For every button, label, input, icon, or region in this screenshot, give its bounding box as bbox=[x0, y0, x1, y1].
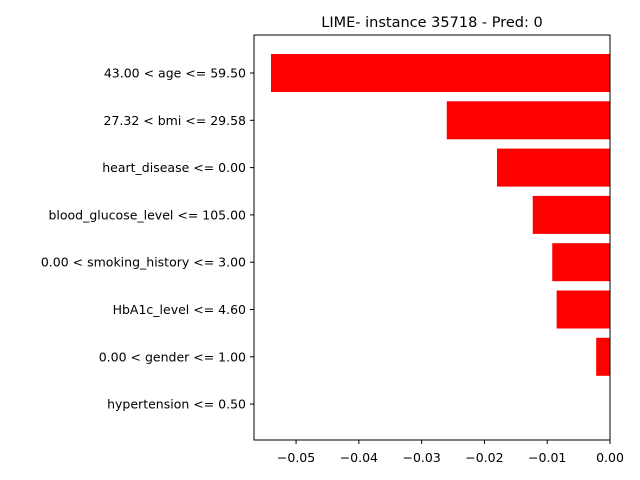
y-tick-label: hypertension <= 0.50 bbox=[107, 397, 246, 412]
chart-title: LIME- instance 35718 - Pred: 0 bbox=[321, 15, 542, 31]
x-tick-label: −0.01 bbox=[528, 450, 566, 465]
x-tick-label: −0.04 bbox=[340, 450, 378, 465]
bar bbox=[446, 101, 610, 140]
x-tick-label: 0.00 bbox=[596, 450, 624, 465]
bar bbox=[556, 290, 610, 329]
bar bbox=[552, 243, 610, 282]
plot-frame bbox=[253, 34, 611, 441]
y-tick-label: 27.32 < bmi <= 29.58 bbox=[104, 113, 247, 128]
bar bbox=[496, 148, 610, 187]
y-tick-label: heart_disease <= 0.00 bbox=[102, 160, 246, 175]
y-axis-ticks: 43.00 < age <= 59.50 27.32 < bmi <= 29.58… bbox=[41, 66, 254, 412]
y-tick-label: 0.00 < smoking_history <= 3.00 bbox=[41, 255, 246, 270]
y-tick-label: 0.00 < gender <= 1.00 bbox=[99, 349, 246, 364]
y-tick-label: blood_glucose_level <= 105.00 bbox=[48, 207, 246, 222]
y-tick-label: 43.00 < age <= 59.50 bbox=[104, 66, 246, 81]
x-tick-label: −0.02 bbox=[465, 450, 503, 465]
bars-group bbox=[270, 54, 610, 376]
bar bbox=[270, 54, 610, 92]
x-tick-label: −0.03 bbox=[402, 450, 440, 465]
bar bbox=[532, 195, 610, 234]
bar bbox=[596, 337, 610, 376]
y-tick-label: HbA1c_level <= 4.60 bbox=[113, 302, 246, 317]
x-tick-label: −0.05 bbox=[277, 450, 315, 465]
x-axis-ticks: −0.05 −0.04 −0.03 −0.02 −0.01 0.00 bbox=[277, 440, 624, 465]
